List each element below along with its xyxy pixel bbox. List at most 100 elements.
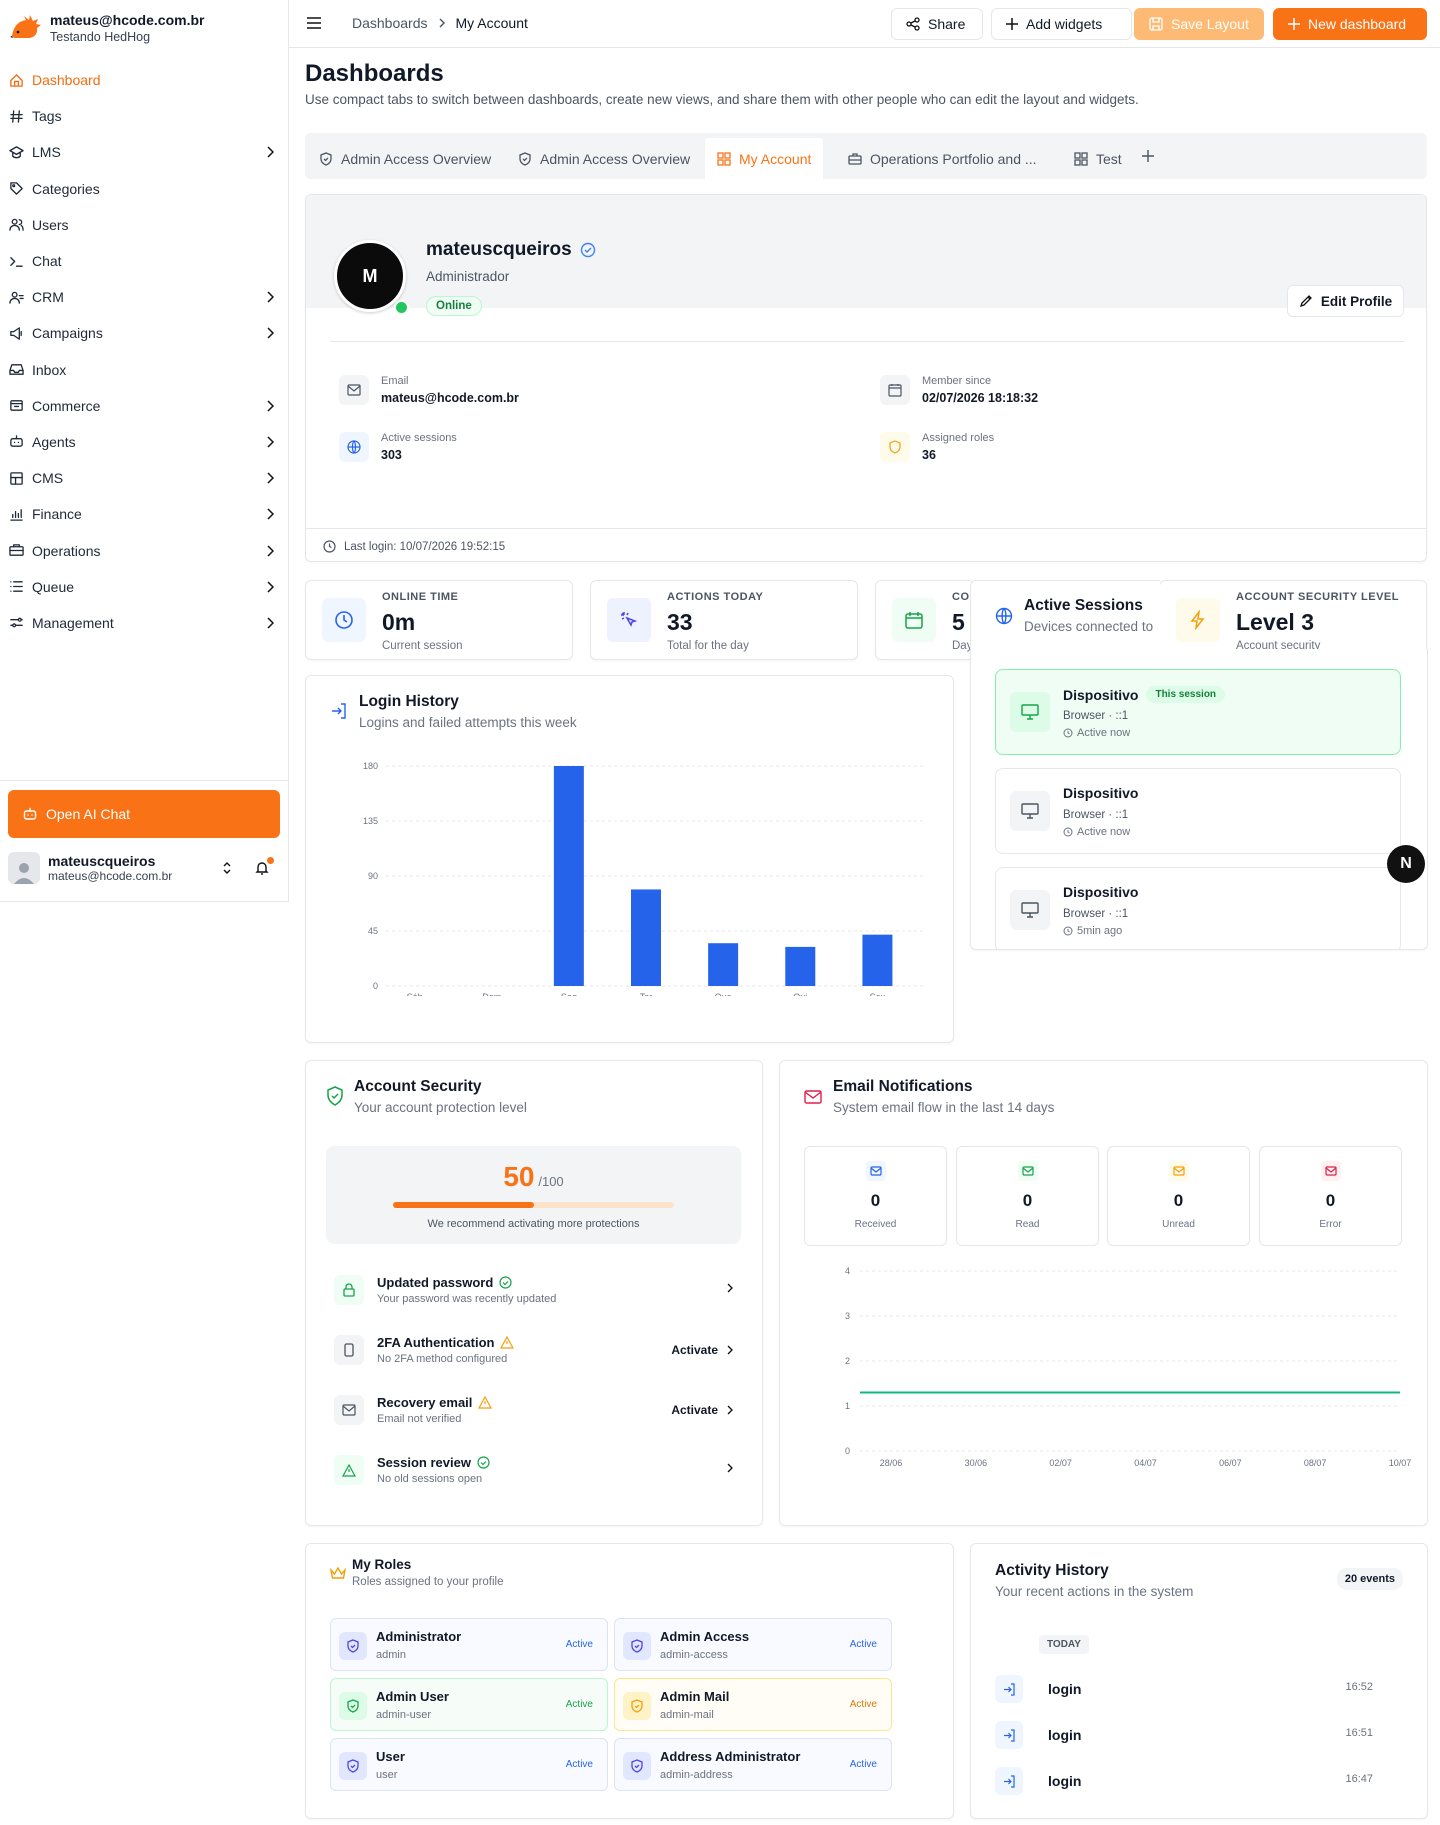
bar[interactable]: [631, 889, 661, 986]
mail-icon: [865, 1161, 886, 1181]
login-icon: [995, 1721, 1023, 1749]
profile-role: Administrador: [426, 269, 510, 284]
assigned-roles-info: Assigned roles 36: [880, 432, 994, 462]
brand[interactable]: mateus@hcode.com.br Testando HedHog: [8, 12, 204, 46]
add-widgets-button[interactable]: Add widgets: [991, 8, 1132, 40]
sidebar-item-campaigns[interactable]: Campaigns: [0, 315, 288, 351]
hedgehog-logo-icon: [10, 15, 41, 38]
x-tick-label: Sex: [870, 992, 886, 996]
share-button[interactable]: Share: [891, 8, 983, 40]
sidebar-item-label: Queue: [32, 578, 75, 595]
activate-recovery-email-button[interactable]: Activate: [671, 1403, 718, 1417]
role-item[interactable]: Admin User admin-user Active: [330, 1678, 608, 1731]
role-item[interactable]: Administrator admin Active: [330, 1618, 608, 1671]
activity-item[interactable]: login 16:51: [995, 1715, 1401, 1755]
role-item[interactable]: Admin Access admin-access Active: [614, 1618, 892, 1671]
role-name: User: [376, 1749, 405, 1764]
login-history-subtitle: Logins and failed attempts this week: [359, 715, 577, 730]
user-menu[interactable]: mateuscqueiros mateus@hcode.com.br: [8, 852, 280, 884]
tab-operations-portfolio[interactable]: Operations Portfolio and ...: [836, 138, 1049, 179]
security-item-sub: No old sessions open: [377, 1473, 483, 1485]
add-tab-plus-icon[interactable]: [1142, 150, 1154, 162]
chart-icon: [8, 506, 25, 523]
sidebar-item-chat[interactable]: Chat: [0, 243, 288, 279]
floating-n-button[interactable]: N: [1387, 845, 1425, 883]
sidebar: mateus@hcode.com.br Testando HedHog Dash…: [0, 0, 289, 902]
cursor-click-icon: [607, 598, 651, 642]
sidebar-item-operations[interactable]: Operations: [0, 532, 288, 568]
role-item[interactable]: User user Active: [330, 1738, 608, 1791]
role-key: admin-user: [376, 1709, 432, 1721]
edit-profile-button[interactable]: Edit Profile: [1287, 285, 1404, 317]
session-browser: Browser · ::1: [1063, 908, 1129, 920]
plus-icon: [1006, 18, 1018, 30]
sidebar-item-label: Categories: [32, 180, 100, 197]
sidebar-item-lms[interactable]: LMS: [0, 134, 288, 170]
email-notifications-card: Email Notifications System email flow in…: [779, 1060, 1428, 1526]
sidebar-item-management[interactable]: Management: [0, 605, 288, 641]
assigned-roles-value: 36: [922, 448, 936, 462]
menu-icon[interactable]: [307, 17, 321, 29]
online-indicator: [394, 300, 409, 315]
tab-test[interactable]: Test: [1062, 138, 1134, 179]
new-dashboard-button[interactable]: New dashboard: [1273, 8, 1427, 40]
session-item[interactable]: Dispositivo This session Browser · ::1 A…: [995, 669, 1401, 755]
sidebar-item-users[interactable]: Users: [0, 207, 288, 243]
session-item[interactable]: Dispositivo Browser · ::1 Active now: [995, 768, 1401, 854]
sidebar-item-label: Finance: [32, 506, 82, 523]
bar[interactable]: [708, 943, 739, 986]
school-icon: [8, 144, 25, 161]
sidebar-item-cms[interactable]: CMS: [0, 460, 288, 496]
security-item-recovery-email[interactable]: Recovery email Email not verified Activa…: [334, 1389, 734, 1433]
role-item[interactable]: Admin Mail admin-mail Active: [614, 1678, 892, 1731]
security-item-2fa[interactable]: 2FA Authentication No 2FA method configu…: [334, 1329, 734, 1373]
save-layout-button[interactable]: Save Layout: [1134, 8, 1264, 40]
chevrons-up-down-icon[interactable]: [220, 861, 234, 875]
activity-item[interactable]: login 16:52: [995, 1669, 1401, 1709]
tab-my-account[interactable]: My Account: [705, 138, 824, 179]
chevron-right-icon: [727, 1283, 733, 1293]
shield-icon: [623, 1752, 651, 1780]
session-item[interactable]: Dispositivo Browser · ::1 5min ago: [995, 867, 1401, 949]
notifications-button[interactable]: [254, 857, 274, 876]
plus-icon: [1288, 18, 1300, 30]
tab-admin-access-overview-2[interactable]: Admin Access Overview: [506, 138, 702, 179]
tab-admin-access-overview-1[interactable]: Admin Access Overview: [307, 138, 503, 179]
active-sessions-info: Active sessions 303: [339, 432, 457, 462]
sidebar-item-agents[interactable]: Agents: [0, 424, 288, 460]
bar[interactable]: [553, 766, 584, 986]
security-item-sub: Email not verified: [377, 1413, 462, 1425]
sidebar-item-label: CRM: [32, 289, 64, 306]
activity-item[interactable]: login 16:47: [995, 1761, 1401, 1801]
sidebar-item-crm[interactable]: CRM: [0, 279, 288, 315]
breadcrumb-dashboards[interactable]: Dashboards: [352, 15, 428, 31]
activity-history-card: Activity History Your recent actions in …: [970, 1543, 1428, 1819]
profile-avatar: M: [334, 240, 406, 312]
sidebar-item-inbox[interactable]: Inbox: [0, 352, 288, 388]
bar[interactable]: [785, 946, 816, 986]
stat-online-time: ONLINE TIME 0m Current session: [305, 580, 573, 660]
login-history-card: Login History Logins and failed attempts…: [305, 675, 954, 1043]
sidebar-item-dashboard[interactable]: Dashboard: [0, 62, 288, 98]
grid-icon: [1074, 151, 1088, 166]
activate-2fa-button[interactable]: Activate: [671, 1343, 718, 1357]
sidebar-item-queue[interactable]: Queue: [0, 569, 288, 605]
warning-icon: [500, 1336, 515, 1349]
sidebar-item-tags[interactable]: Tags: [0, 98, 288, 134]
open-ai-chat-button[interactable]: Open AI Chat: [8, 790, 280, 838]
sidebar-item-commerce[interactable]: Commerce: [0, 388, 288, 424]
mail-icon: [1168, 1161, 1189, 1181]
role-status-badge: Active: [849, 1759, 877, 1770]
sidebar-item-finance[interactable]: Finance: [0, 496, 288, 532]
account-security-subtitle: Your account protection level: [354, 1100, 527, 1115]
security-item-password[interactable]: Updated password Your password was recen…: [334, 1269, 734, 1313]
security-item-session-review[interactable]: Session review No old sessions open: [334, 1449, 734, 1493]
role-item[interactable]: Address Administrator admin-address Active: [614, 1738, 892, 1791]
home-icon: [8, 72, 25, 89]
stat-partial: CO 5 Day: [875, 580, 975, 660]
member-since-value: 02/07/2026 18:18:32: [922, 391, 1039, 405]
sidebar-item-categories[interactable]: Categories: [0, 171, 288, 207]
top-bar: Dashboards My Account Share Add widgets …: [289, 0, 1440, 48]
bar[interactable]: [862, 934, 893, 986]
x-tick-label: 08/07: [1304, 1458, 1327, 1468]
